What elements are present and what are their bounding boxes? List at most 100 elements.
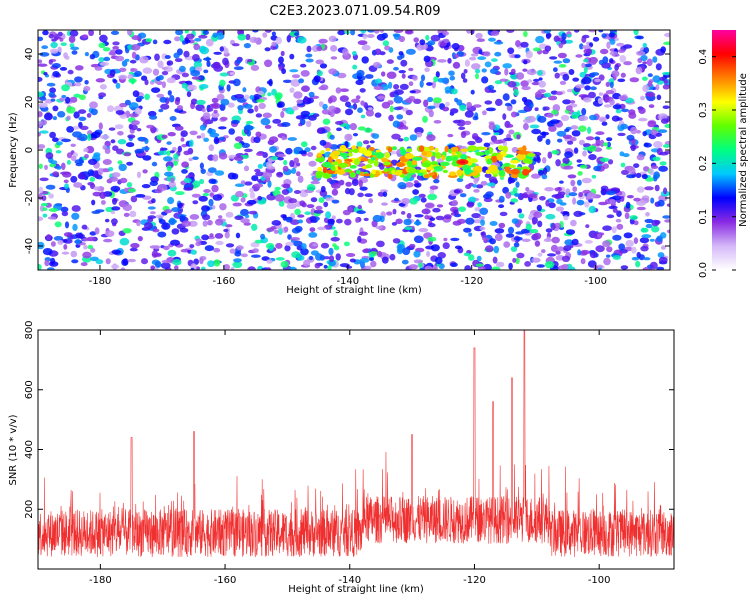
spectrogram-cell xyxy=(199,46,210,55)
spectrogram-cell xyxy=(404,182,414,188)
spectrogram-cell xyxy=(274,186,281,191)
spectrogram-cell xyxy=(483,51,491,57)
spectrogram-cell xyxy=(567,140,574,145)
spectrogram-cell xyxy=(213,51,222,55)
spectrogram-cell xyxy=(159,96,168,103)
spectrogram-cell xyxy=(590,86,597,91)
spectrogram-cell xyxy=(406,173,412,179)
spectrogram-cell xyxy=(479,207,489,215)
spectrogram-cell xyxy=(602,225,612,231)
spectrogram-cell xyxy=(291,167,297,174)
spectrogram-cell xyxy=(606,254,611,258)
spectrogram-cell xyxy=(223,47,229,55)
snr-xtick-label: -120 xyxy=(463,575,486,586)
spectrogram-cell xyxy=(453,53,460,59)
spectrogram-cell xyxy=(49,261,59,267)
spectrogram-cell xyxy=(405,97,413,104)
spectrogram-cell xyxy=(127,30,133,36)
spectrogram-cell xyxy=(344,30,350,35)
spectrogram-cell xyxy=(369,140,375,144)
spectrogram-cell xyxy=(195,241,202,247)
spectrogram-cell xyxy=(470,89,475,95)
spectrogram-cell xyxy=(108,127,116,131)
spectrogram-cell xyxy=(633,197,641,202)
spectrogram-cell xyxy=(71,50,78,55)
spectrogram-cell xyxy=(409,90,416,94)
spectrogram-cell xyxy=(198,84,209,89)
spectrogram-cell xyxy=(568,69,575,75)
spectrogram-cell xyxy=(219,79,226,87)
spectrogram-cell xyxy=(86,236,96,242)
spectrogram-cell xyxy=(199,124,207,131)
spectrogram-cell xyxy=(621,108,629,113)
spectrogram-cell xyxy=(175,191,185,196)
spectrogram-cell xyxy=(413,180,419,184)
spectrogram-cell xyxy=(571,111,580,116)
spectrogram-cell xyxy=(293,190,302,194)
spectrogram-cell xyxy=(122,203,133,212)
spectrogram-cell xyxy=(428,145,435,151)
spectrogram-cell xyxy=(267,180,272,188)
spectrogram-cell xyxy=(384,151,391,159)
spectrogram-cell xyxy=(234,136,244,142)
spectrogram-cell xyxy=(348,188,355,196)
spectrogram-cell xyxy=(534,240,541,247)
spectrogram-cell xyxy=(73,93,81,98)
spectrogram-cell xyxy=(375,225,383,230)
spectrogram-cell xyxy=(280,50,285,57)
spectrogram-cell xyxy=(234,215,244,221)
spectrogram-cell xyxy=(240,208,249,217)
spectrogram-cell xyxy=(225,211,234,218)
spectrogram-cell xyxy=(450,88,458,95)
spectrogram-cell xyxy=(387,146,393,153)
spectrogram-cell xyxy=(139,56,149,64)
spectrogram-cell xyxy=(488,176,497,182)
spectrogram-cell xyxy=(207,128,217,135)
colorbar-ticks: 0.00.10.20.30.4 xyxy=(698,49,736,278)
spectrogram-cell xyxy=(382,191,388,197)
spectrogram-cell xyxy=(605,90,615,95)
spectrogram-cell xyxy=(167,90,172,96)
spectrogram-cell xyxy=(545,32,552,39)
spectrogram-cell xyxy=(95,78,106,83)
spectrogram-cell xyxy=(504,68,509,76)
spectrogram-cell xyxy=(612,255,621,260)
spectrogram-cell xyxy=(127,134,136,139)
spectrogram-cell xyxy=(84,52,89,57)
spectrogram-cell xyxy=(281,135,286,141)
spectrogram-cell xyxy=(435,71,440,78)
spectrogram-cell xyxy=(177,202,183,209)
spectrogram-cell xyxy=(328,68,338,75)
spectrogram-cell xyxy=(494,51,502,57)
spectrogram-cell xyxy=(294,225,303,233)
spectrogram-cell xyxy=(577,171,583,176)
spectrogram-cell xyxy=(142,67,153,74)
spectrogram-cell xyxy=(87,182,95,186)
spectrogram-cell xyxy=(502,93,510,101)
spectrogram-cell xyxy=(219,203,227,211)
spectrogram-cell xyxy=(406,148,411,153)
spectrogram-cell xyxy=(592,36,600,42)
spectrogram-cell xyxy=(662,215,670,219)
spectrogram-cell xyxy=(95,259,104,265)
spectrogram-cell xyxy=(235,190,244,198)
spectrogram-cell xyxy=(522,158,531,164)
spectrogram-cell xyxy=(187,84,197,91)
spectrogram-cell xyxy=(631,246,637,254)
spectrogram-cell xyxy=(232,202,242,207)
spectrogram-cell xyxy=(655,132,663,137)
spectrogram-cell xyxy=(171,228,180,235)
spectrogram-cell xyxy=(528,213,534,219)
spectrogram-cell xyxy=(611,115,620,122)
spectrogram-cell xyxy=(120,267,126,270)
spectrogram-cell xyxy=(306,204,315,209)
spectrogram-cell xyxy=(254,105,259,112)
spectrogram-cell xyxy=(303,95,309,103)
spectrogram-cell xyxy=(395,218,403,225)
spectrogram-cell xyxy=(190,98,198,105)
spectrogram-cell xyxy=(126,182,133,188)
spectrogram-cell xyxy=(614,37,619,41)
spectrogram-cell xyxy=(342,48,349,56)
spectrogram-cell xyxy=(195,238,202,243)
